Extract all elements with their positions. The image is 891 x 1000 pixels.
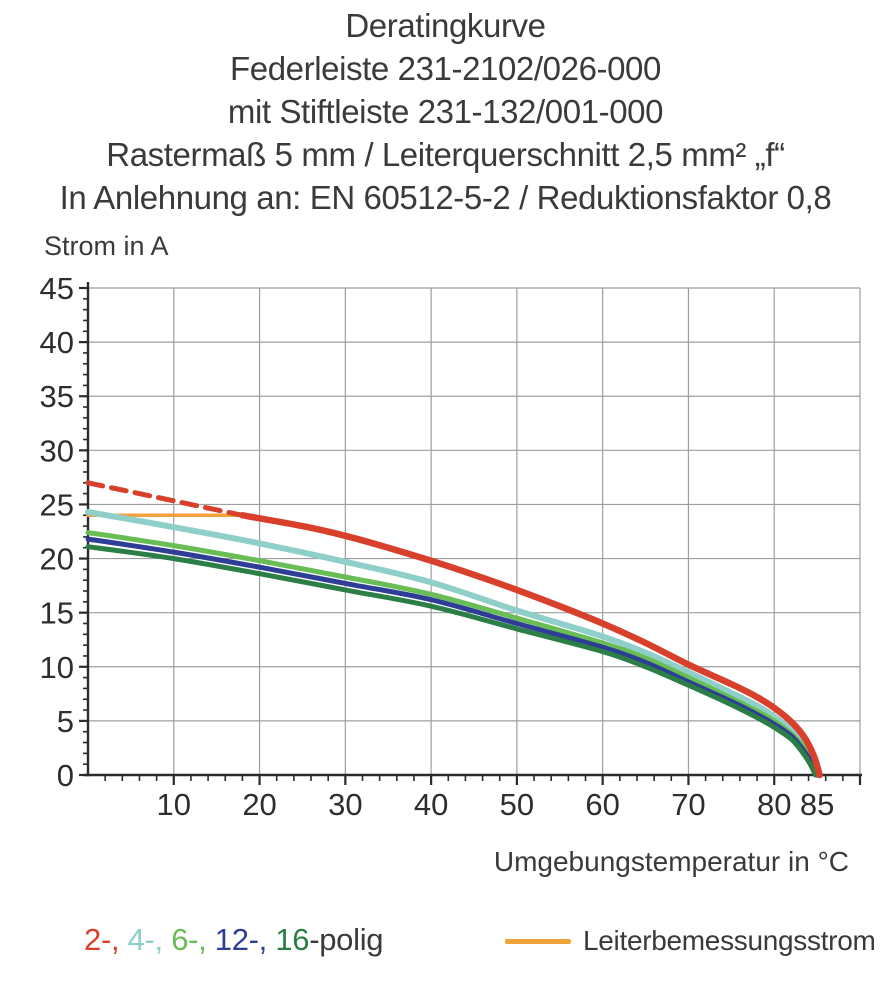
leiterbemessungsstrom-label: Leiterbemessungsstrom — [583, 925, 876, 956]
curve-16-polig — [85, 544, 818, 778]
orange-line-swatch — [505, 938, 571, 944]
legend-pole-item-5: -polig — [309, 922, 384, 957]
y-tick-label-35: 35 — [40, 379, 74, 414]
legend-pole-counts: 2-, 4-, 6-, 12-, 16-polig — [84, 922, 384, 958]
x-tick-label-10: 10 — [157, 787, 191, 822]
chart-title-block: Deratingkurve Federleiste 231-2102/026-0… — [0, 4, 891, 219]
curve-2-polig — [239, 512, 823, 779]
title-line-3: mit Stiftleiste 231-132/001-000 — [227, 93, 664, 130]
title-line-2: Federleiste 231-2102/026-000 — [230, 50, 661, 87]
y-tick-label-20: 20 — [40, 542, 74, 577]
x-tick-label-70: 70 — [671, 787, 705, 822]
curve-2-polig-gestrichelt- — [85, 480, 245, 518]
x-axis-title: Umgebungstemperatur in °C — [493, 846, 849, 877]
x-tick-label-60: 60 — [585, 787, 619, 822]
title-line-1: Deratingkurve — [345, 7, 546, 44]
y-tick-label-10: 10 — [40, 650, 74, 685]
y-axis-title: Strom in A — [44, 231, 169, 261]
title-line-4: Rastermaß 5 mm / Leiterquerschnitt 2,5 m… — [106, 136, 785, 173]
x-tick-label-85: 85 — [800, 787, 834, 822]
y-tick-label-40: 40 — [40, 325, 74, 360]
x-tick-label-20: 20 — [242, 787, 276, 822]
y-tick-label-0: 0 — [57, 758, 74, 793]
title-line-5: In Anlehnung an: EN 60512-5-2 / Reduktio… — [59, 179, 832, 216]
legend-pole-item-2: 6-, — [171, 922, 215, 957]
curve-12-polig — [85, 536, 819, 778]
y-tick-label-45: 45 — [40, 271, 74, 306]
x-tick-label-40: 40 — [414, 787, 448, 822]
y-tick-label-25: 25 — [40, 487, 74, 522]
legend-pole-item-0: 2-, — [84, 922, 128, 957]
y-tick-label-30: 30 — [40, 433, 74, 468]
legend-pole-item-4: 16 — [275, 922, 310, 957]
x-tick-label-30: 30 — [328, 787, 362, 822]
y-tick-label-5: 5 — [57, 704, 74, 739]
legend-pole-item-1: 4-, — [127, 922, 172, 957]
legend-pole-item-3: 12-, — [214, 922, 276, 957]
y-tick-label-15: 15 — [40, 596, 74, 631]
legend-leiterbemessungsstrom: Leiterbemessungsstrom — [505, 925, 876, 957]
x-tick-label-80: 80 — [757, 787, 791, 822]
x-tick-label-50: 50 — [500, 787, 534, 822]
